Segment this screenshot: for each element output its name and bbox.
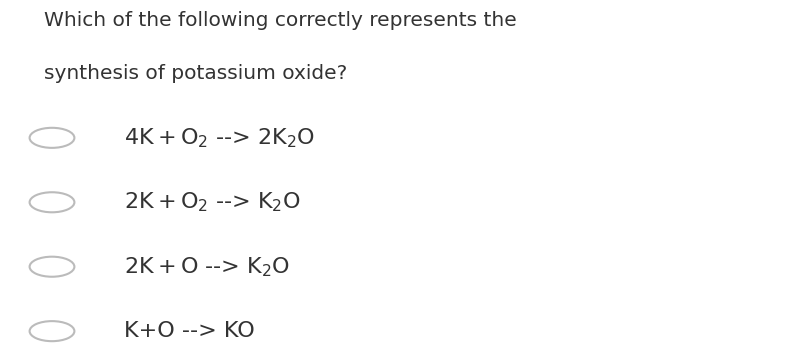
Text: $\mathregular{2K + O}$ --> $\mathregular{K_2O}$: $\mathregular{2K + O}$ --> $\mathregular…	[124, 255, 290, 279]
Text: synthesis of potassium oxide?: synthesis of potassium oxide?	[44, 64, 347, 83]
Text: $\mathregular{4K + O_2}$ --> $\mathregular{2K_2O}$: $\mathregular{4K + O_2}$ --> $\mathregul…	[124, 126, 315, 150]
Text: Which of the following correctly represents the: Which of the following correctly represe…	[44, 11, 517, 30]
Text: K+O --> KO: K+O --> KO	[124, 321, 254, 341]
Text: $\mathregular{2K + O_2}$ --> $\mathregular{K_2O}$: $\mathregular{2K + O_2}$ --> $\mathregul…	[124, 190, 301, 214]
